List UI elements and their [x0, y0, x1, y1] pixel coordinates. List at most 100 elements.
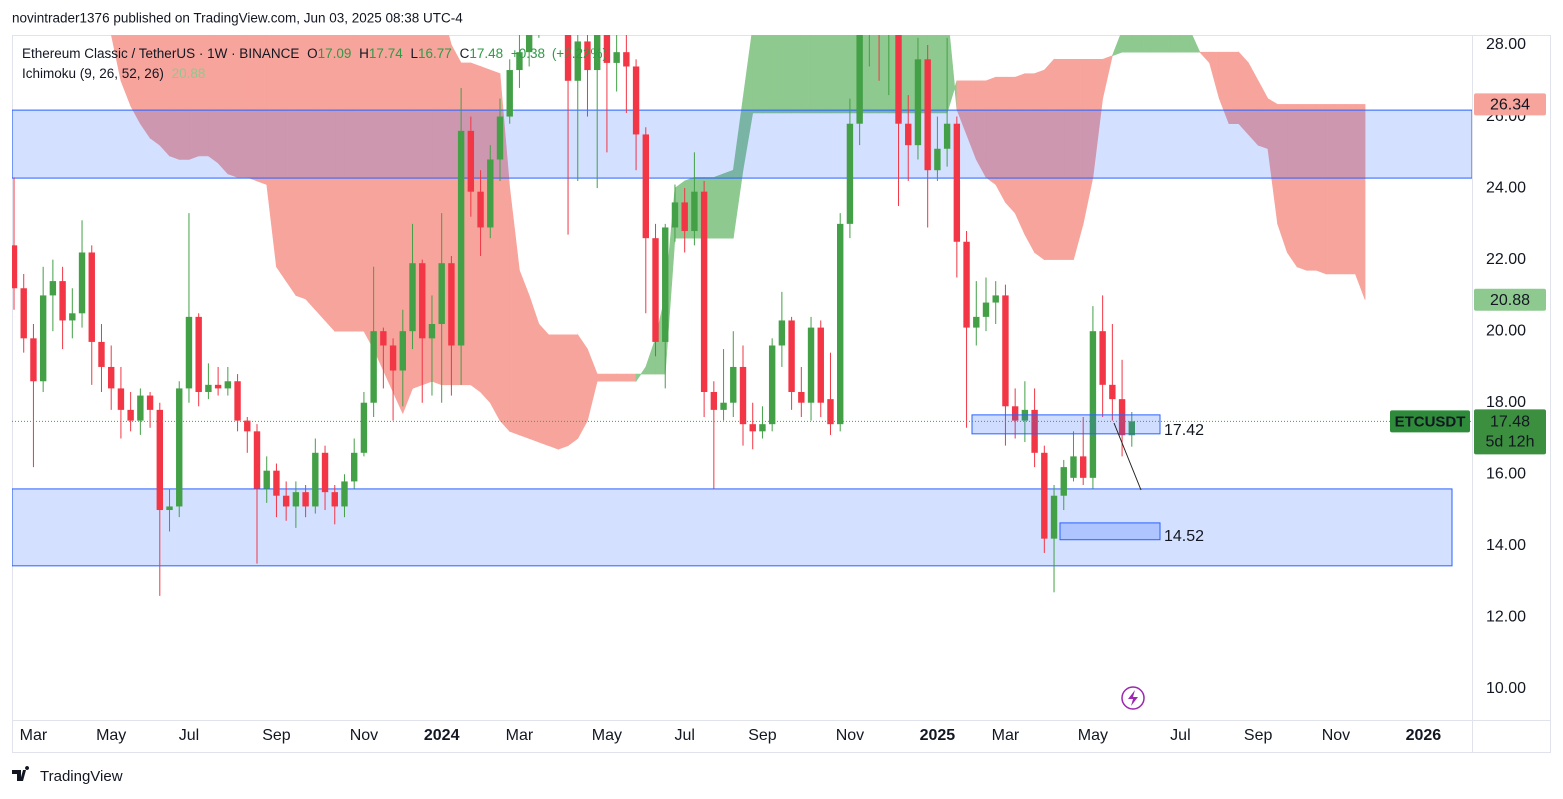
- quote-key: L: [410, 46, 418, 61]
- quote-value: 17.09: [318, 46, 352, 61]
- x-tick-label: Mar: [992, 727, 1020, 744]
- cloud-segment: [392, 35, 404, 414]
- cloud-segment: [305, 35, 316, 311]
- candle-body: [88, 252, 95, 342]
- candle-body: [1128, 421, 1135, 436]
- cloud-segment: [237, 35, 248, 178]
- candle-body: [973, 316, 980, 328]
- candle-body: [720, 402, 727, 410]
- candle-body: [817, 327, 824, 403]
- y-tick-label: 16.00: [1486, 465, 1526, 482]
- x-tick-label: May: [96, 727, 126, 744]
- candle-body: [827, 399, 834, 425]
- candle-body: [642, 134, 649, 239]
- candle-body: [438, 263, 445, 325]
- candle-body: [244, 420, 251, 432]
- candle-body: [399, 331, 406, 371]
- y-tick-label: 20.00: [1486, 322, 1526, 339]
- cloud-segment: [1355, 104, 1366, 300]
- span-a-value: 20.88: [172, 66, 206, 81]
- candle-body: [282, 495, 290, 507]
- x-tick-label: Jul: [1170, 727, 1190, 744]
- ticker: ETCUSDT: [1395, 413, 1466, 430]
- cloud-segment: [606, 373, 617, 382]
- x-tick-label: Nov: [836, 727, 864, 744]
- cloud-segment: [596, 373, 608, 382]
- legend-symbol: Ethereum Classic / TetherUS · 1W · BINAN…: [22, 46, 607, 61]
- symbol: Ethereum Classic / TetherUS · 1W · BINAN…: [22, 46, 299, 61]
- candle-body: [351, 452, 358, 482]
- zones: [12, 109, 1472, 567]
- candle-body: [506, 70, 513, 117]
- candle-body: [176, 388, 183, 507]
- candle-body: [1070, 456, 1077, 478]
- candle-body: [574, 41, 581, 81]
- candle-body: [360, 402, 368, 453]
- ticker-bg: [1390, 410, 1470, 433]
- cloud-segment: [519, 270, 530, 439]
- candle-body: [1099, 331, 1106, 385]
- candle-body: [389, 345, 397, 371]
- cloud-segment: [130, 35, 141, 124]
- cloud-segment: [111, 35, 122, 81]
- last-price-bg: [1474, 409, 1546, 455]
- level-box: [1059, 522, 1161, 541]
- candle-body: [1002, 295, 1009, 407]
- cloud-segment: [266, 35, 277, 267]
- level-label: 14.52: [1164, 528, 1204, 545]
- x-tick-label: Jul: [674, 727, 694, 744]
- candle-body: [49, 281, 57, 296]
- x-tick-label: Sep: [262, 727, 291, 744]
- candle-body: [662, 227, 669, 342]
- candle-body: [778, 320, 786, 346]
- cloud-segment: [344, 35, 355, 332]
- x-tick-label: 2024: [424, 727, 460, 744]
- candle-body: [428, 324, 436, 339]
- candle-body: [224, 381, 232, 389]
- candle-body: [846, 123, 854, 224]
- cloud-segment: [159, 35, 170, 157]
- candle-body: [934, 148, 941, 171]
- candle-body: [69, 313, 76, 321]
- x-tick-label: Mar: [506, 727, 534, 744]
- candle-body: [837, 223, 844, 425]
- cloud-segment: [1102, 55, 1113, 99]
- candle-body: [1041, 452, 1048, 539]
- cloud-segment: [548, 334, 559, 450]
- candle-body: [234, 381, 241, 421]
- candle-body: [448, 263, 455, 346]
- candle-body: [370, 331, 377, 403]
- candle-body: [924, 59, 931, 171]
- candle-body: [477, 191, 484, 228]
- candle-body: [1109, 384, 1116, 400]
- candle-body: [409, 263, 416, 332]
- candle-body: [943, 123, 951, 149]
- indicator: Ichimoku (9, 26, 52, 26): [22, 66, 164, 81]
- candle-body: [982, 302, 990, 317]
- candle-body: [525, 35, 533, 53]
- candle-body: [20, 288, 27, 339]
- candle-body: [1060, 467, 1067, 496]
- candle-body: [117, 388, 125, 410]
- quote-value: 16.77: [418, 46, 452, 61]
- candle-body: [1089, 331, 1097, 478]
- candle-body: [749, 424, 756, 432]
- candle-body: [419, 263, 426, 339]
- candle-body: [1011, 406, 1019, 421]
- cloud-segment: [276, 35, 287, 283]
- candles: [12, 35, 1135, 596]
- candle-body: [78, 252, 86, 314]
- candle-body: [273, 470, 280, 496]
- cloud-segment: [1189, 35, 1201, 53]
- y-tick-label: 18.00: [1486, 394, 1526, 411]
- candle-body: [380, 331, 387, 346]
- cloud-segment: [713, 173, 724, 239]
- cloud-segment: [577, 333, 588, 439]
- candle-body: [30, 338, 37, 382]
- cloud-segment: [538, 323, 549, 447]
- quote-key: C: [460, 46, 470, 61]
- candle-body: [739, 366, 747, 425]
- levels: 17.42 14.52: [971, 414, 1204, 545]
- replay-icon: [1121, 686, 1145, 710]
- cloud-segment: [616, 373, 627, 382]
